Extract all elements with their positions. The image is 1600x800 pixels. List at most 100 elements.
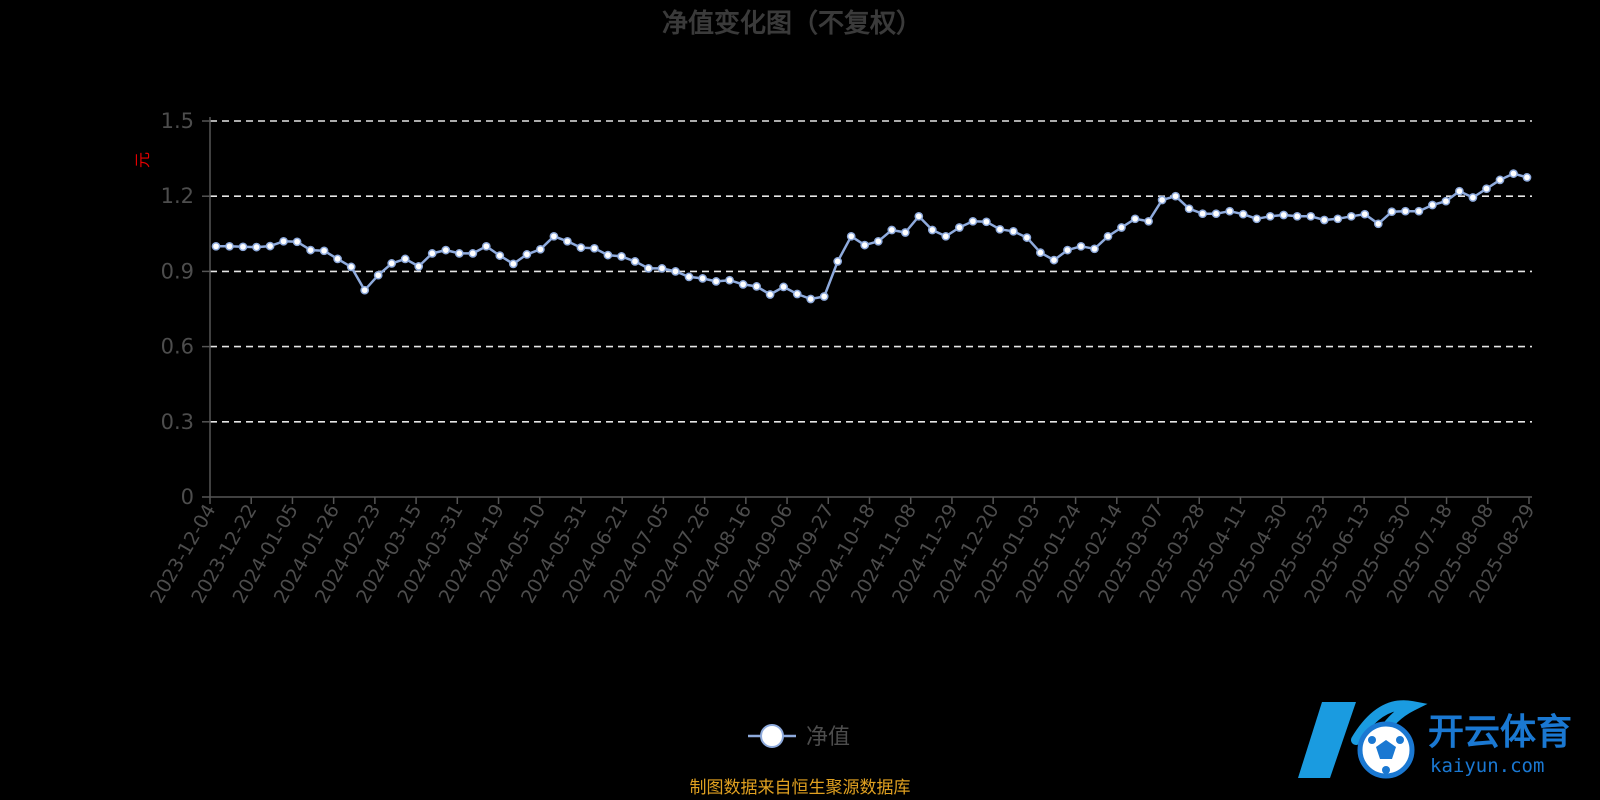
data-point[interactable]	[1157, 195, 1167, 205]
data-point[interactable]	[779, 282, 788, 292]
data-point[interactable]	[765, 290, 775, 299]
data-point[interactable]	[576, 243, 586, 252]
data-point[interactable]	[1211, 209, 1221, 219]
data-point[interactable]	[1346, 211, 1356, 221]
data-point[interactable]	[914, 211, 924, 221]
data-point[interactable]	[360, 285, 370, 295]
data-point[interactable]	[698, 274, 707, 283]
data-point[interactable]	[468, 249, 478, 258]
legend[interactable]: 净值	[748, 724, 850, 750]
data-point[interactable]	[441, 245, 451, 255]
data-point[interactable]	[833, 257, 843, 266]
data-point[interactable]	[1090, 244, 1099, 254]
data-point[interactable]	[792, 289, 802, 299]
data-point[interactable]	[454, 249, 464, 258]
data-point[interactable]	[387, 259, 397, 268]
data-point[interactable]	[1414, 206, 1424, 216]
data-point[interactable]	[292, 237, 302, 247]
data-point[interactable]	[333, 254, 342, 264]
data-point[interactable]	[1252, 214, 1262, 224]
series-line	[216, 172, 1528, 301]
data-point[interactable]	[1117, 223, 1126, 232]
data-point[interactable]	[1441, 196, 1451, 206]
data-point[interactable]	[1036, 248, 1045, 257]
data-point[interactable]	[955, 223, 964, 232]
data-point[interactable]	[1495, 175, 1505, 185]
data-point[interactable]	[657, 264, 667, 273]
data-point[interactable]	[1184, 204, 1194, 214]
data-point[interactable]	[414, 262, 424, 271]
data-point[interactable]	[846, 231, 856, 241]
data-point[interactable]	[1482, 184, 1491, 194]
data-point[interactable]	[225, 241, 234, 251]
data-point[interactable]	[1009, 226, 1018, 236]
data-point[interactable]	[617, 252, 626, 261]
data-point[interactable]	[1279, 210, 1289, 220]
data-point[interactable]	[522, 250, 532, 259]
data-point[interactable]	[373, 270, 383, 280]
data-point[interactable]	[1171, 191, 1180, 201]
data-point[interactable]	[1319, 215, 1329, 225]
data-point[interactable]	[1076, 241, 1086, 251]
data-point[interactable]	[481, 241, 491, 251]
data-point[interactable]	[1225, 206, 1235, 216]
data-point[interactable]	[1265, 211, 1275, 221]
data-point[interactable]	[1144, 216, 1153, 226]
data-point[interactable]	[752, 282, 761, 291]
data-point[interactable]	[603, 250, 613, 260]
data-point[interactable]	[887, 225, 897, 235]
data-point[interactable]	[1306, 211, 1316, 221]
data-point[interactable]	[873, 236, 883, 246]
data-point[interactable]	[1049, 255, 1059, 265]
data-point[interactable]	[536, 244, 545, 254]
data-point[interactable]	[1387, 207, 1397, 217]
data-point[interactable]	[995, 224, 1005, 234]
data-point[interactable]	[941, 231, 951, 241]
data-point[interactable]	[1198, 209, 1207, 219]
data-point[interactable]	[1373, 219, 1383, 229]
data-point[interactable]	[1238, 209, 1248, 219]
data-point[interactable]	[1063, 245, 1072, 255]
data-point[interactable]	[495, 251, 505, 260]
data-point[interactable]	[819, 292, 829, 301]
data-point[interactable]	[508, 259, 518, 269]
data-point[interactable]	[238, 242, 248, 252]
data-point[interactable]	[211, 241, 221, 251]
data-point[interactable]	[346, 262, 356, 272]
data-point[interactable]	[427, 249, 437, 258]
data-point[interactable]	[265, 241, 275, 251]
data-point[interactable]	[1468, 193, 1478, 202]
data-point[interactable]	[1455, 186, 1464, 196]
data-point[interactable]	[400, 254, 410, 264]
data-point[interactable]	[900, 228, 910, 237]
data-point[interactable]	[590, 243, 599, 253]
data-point[interactable]	[860, 240, 870, 250]
data-point[interactable]	[684, 272, 694, 282]
data-point[interactable]	[671, 267, 680, 276]
data-point[interactable]	[252, 242, 261, 252]
data-point[interactable]	[1292, 211, 1302, 221]
data-point[interactable]	[982, 217, 991, 227]
data-point[interactable]	[711, 277, 721, 286]
data-point[interactable]	[1509, 169, 1518, 178]
data-point[interactable]	[319, 246, 329, 256]
data-point[interactable]	[968, 216, 978, 226]
data-point[interactable]	[806, 294, 816, 304]
data-point[interactable]	[725, 275, 734, 285]
data-point[interactable]	[1401, 206, 1410, 216]
data-point[interactable]	[644, 264, 653, 273]
data-point[interactable]	[1333, 214, 1343, 224]
data-point[interactable]	[927, 225, 937, 235]
data-point[interactable]	[1360, 209, 1370, 219]
data-point[interactable]	[1522, 173, 1532, 182]
data-point[interactable]	[1022, 233, 1032, 242]
data-point[interactable]	[1103, 231, 1113, 241]
data-point[interactable]	[306, 245, 315, 255]
data-point[interactable]	[738, 280, 748, 289]
data-point[interactable]	[563, 236, 572, 246]
data-point[interactable]	[1428, 200, 1437, 210]
data-point[interactable]	[549, 231, 559, 241]
data-point[interactable]	[630, 257, 640, 266]
data-point[interactable]	[279, 236, 288, 246]
data-point[interactable]	[1130, 214, 1140, 224]
